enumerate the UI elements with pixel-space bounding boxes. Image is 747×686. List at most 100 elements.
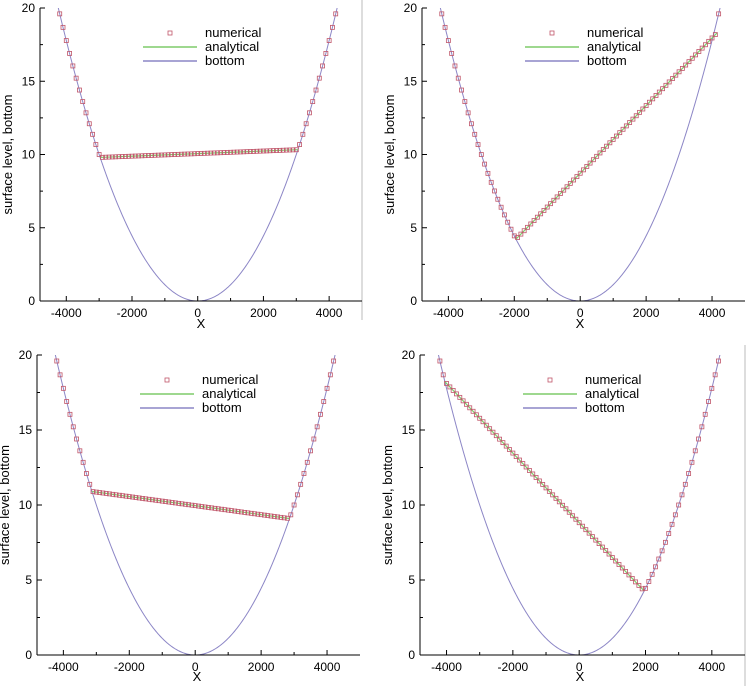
numerical-point [262, 512, 267, 518]
y-tick-label: 10 [402, 498, 416, 512]
numerical-point [513, 454, 519, 459]
numerical-point [84, 471, 89, 476]
numerical-point [577, 170, 583, 176]
numerical-point [159, 152, 164, 158]
x-axis-label: X [197, 316, 206, 331]
numerical-point [483, 422, 489, 428]
numerical-point [563, 506, 569, 512]
x-tick-label: 2000 [248, 660, 275, 674]
y-tick-label: 0 [408, 648, 415, 662]
numerical-point [709, 35, 715, 41]
numerical-point [581, 167, 586, 173]
y-tick-label: 10 [22, 148, 36, 162]
numerical-point [587, 160, 593, 166]
numerical-point [278, 514, 284, 520]
numerical-point [196, 503, 201, 509]
numerical-point [202, 504, 208, 510]
legend-label-numerical: numerical [587, 25, 643, 40]
numerical-point [209, 505, 215, 511]
numerical-point [136, 153, 141, 159]
x-tick-label: 4000 [314, 660, 341, 674]
numerical-point [469, 121, 474, 127]
numerical-point [198, 151, 204, 156]
numerical-point [155, 152, 161, 158]
numerical-point [457, 394, 463, 400]
numerical-point [536, 478, 542, 484]
numerical-point [133, 495, 139, 500]
numerical-point [188, 151, 194, 157]
numerical-point [623, 569, 629, 574]
numerical-point [716, 11, 722, 17]
numerical-point [487, 426, 493, 432]
numerical-point [613, 558, 619, 564]
numerical-point [228, 149, 233, 155]
x-axis-label: X [576, 669, 585, 684]
numerical-point [444, 381, 449, 386]
numerical-point [140, 496, 145, 501]
numerical-point [656, 556, 662, 562]
numerical-point [507, 447, 512, 452]
numerical-point [93, 142, 99, 147]
numerical-point [702, 411, 708, 417]
numerical-point [669, 521, 675, 527]
y-tick-label: 0 [25, 648, 32, 662]
numerical-point [550, 492, 556, 498]
numerical-point [123, 493, 129, 499]
numerical-point [116, 154, 122, 160]
numerical-point [318, 411, 323, 417]
numerical-point [245, 510, 251, 516]
numerical-point [544, 204, 550, 210]
numerical-point [67, 411, 73, 417]
bottom-curve [439, 8, 721, 301]
numerical-point [584, 164, 590, 169]
numerical-point [304, 459, 310, 465]
numerical-point [280, 147, 286, 153]
numerical-point [224, 150, 230, 155]
numerical-point [439, 11, 445, 17]
numerical-point [607, 140, 613, 146]
numerical-point [199, 504, 205, 509]
legend-label-bottom: bottom [587, 53, 627, 68]
numerical-point [241, 149, 247, 155]
numerical-point [143, 496, 149, 502]
numerical-point [459, 87, 464, 93]
numerical-point [277, 147, 283, 153]
numerical-point [257, 148, 263, 154]
numerical-point [455, 75, 461, 81]
numerical-point [57, 11, 63, 17]
numerical-point [538, 211, 544, 217]
numerical-point [300, 131, 306, 137]
numerical-point [330, 24, 335, 30]
numerical-point [215, 150, 220, 156]
numerical-point [149, 153, 155, 158]
numerical-point [103, 491, 109, 496]
numerical-point [693, 52, 698, 58]
numerical-point [83, 110, 89, 116]
numerical-point [553, 495, 559, 501]
numerical-point [77, 87, 82, 93]
numerical-point [666, 79, 672, 85]
numerical-point [90, 489, 96, 495]
numerical-point [649, 571, 655, 577]
numerical-point [301, 471, 307, 476]
numerical-point [556, 499, 562, 505]
numerical-point [271, 514, 277, 519]
numerical-point [74, 436, 79, 442]
numerical-point [467, 405, 473, 411]
numerical-point [261, 148, 266, 154]
numerical-point [285, 515, 290, 521]
numerical-point [232, 508, 238, 514]
numerical-point [103, 154, 109, 160]
y-tick-label: 20 [404, 1, 418, 15]
numerical-point [447, 384, 453, 390]
legend-numerical-marker [547, 377, 553, 383]
numerical-point [546, 488, 552, 494]
numerical-point [660, 86, 665, 92]
numerical-point [679, 492, 685, 498]
numerical-point [699, 424, 705, 430]
numerical-point [211, 150, 217, 156]
y-tick-label: 15 [19, 423, 33, 437]
